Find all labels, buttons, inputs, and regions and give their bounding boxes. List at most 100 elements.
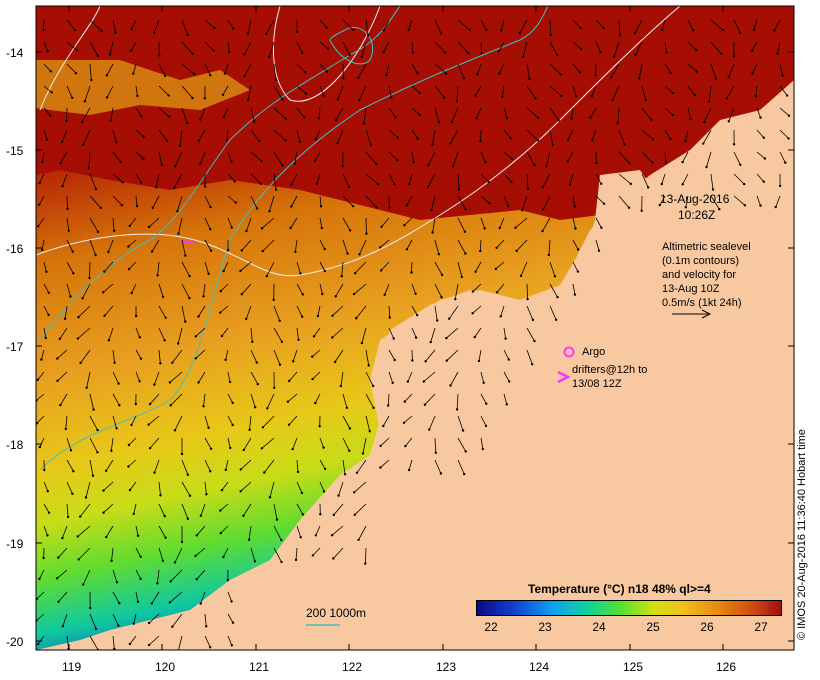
velocity-arrow — [89, 613, 97, 629]
velocity-arrow-head — [481, 447, 484, 451]
velocity-arrow — [89, 393, 94, 410]
velocity-arrow-head — [323, 269, 326, 273]
velocity-arrow-head — [566, 160, 569, 163]
velocity-arrow — [200, 107, 206, 120]
velocity-arrow — [549, 283, 558, 298]
velocity-arrow-head — [533, 339, 536, 343]
velocity-arrow-head — [220, 488, 224, 492]
velocity-arrow — [503, 327, 506, 339]
velocity-arrow — [595, 41, 601, 53]
velocity-arrow — [388, 85, 392, 98]
velocity-arrow — [549, 85, 562, 97]
velocity-arrow — [408, 173, 413, 185]
velocity-arrow-head — [362, 122, 366, 125]
velocity-arrow — [342, 195, 354, 207]
velocity-arrow-head — [314, 401, 317, 405]
velocity-arrow — [452, 151, 459, 167]
velocity-arrow — [432, 217, 436, 233]
velocity-arrow — [315, 525, 321, 536]
velocity-arrow — [687, 85, 696, 96]
velocity-arrow-head — [315, 182, 319, 185]
velocity-arrow — [262, 415, 275, 428]
velocity-arrow — [403, 415, 413, 424]
velocity-arrow — [43, 41, 49, 52]
velocity-arrow-head — [385, 74, 388, 77]
velocity-arrow-head — [36, 642, 40, 646]
velocity-arrow — [273, 173, 277, 190]
velocity-arrow-head — [242, 514, 245, 517]
velocity-arrow-head — [278, 319, 281, 322]
map-frame — [35, 5, 795, 651]
velocity-arrow — [110, 107, 114, 121]
date-label: 13-Aug-2016 — [660, 192, 730, 206]
velocity-arrow — [503, 129, 512, 139]
altimetry-note: Altimetric sealevel — [662, 241, 751, 253]
velocity-arrow — [337, 85, 344, 100]
velocity-arrow — [198, 371, 206, 383]
velocity-arrow — [591, 129, 597, 141]
velocity-arrow — [342, 217, 351, 231]
velocity-arrow-head — [265, 32, 268, 35]
velocity-arrow-head — [87, 166, 91, 170]
velocity-arrow — [313, 327, 321, 337]
velocity-arrow — [133, 613, 137, 624]
velocity-arrow-head — [507, 358, 510, 361]
velocity-arrow — [81, 107, 91, 123]
velocity-arrow-head — [130, 27, 133, 31]
velocity-arrow — [480, 437, 484, 450]
velocity-arrow-head — [225, 138, 229, 142]
velocity-arrow — [61, 129, 68, 143]
velocity-arrow-head — [393, 183, 396, 186]
velocity-arrow-head — [263, 471, 266, 474]
velocity-arrow — [129, 217, 137, 227]
velocity-arrow-head — [205, 493, 208, 496]
velocity-arrow — [751, 41, 758, 52]
velocity-arrow — [296, 327, 299, 340]
velocity-arrow-head — [202, 295, 205, 298]
velocity-arrow-head — [494, 267, 497, 271]
velocity-arrow-head — [365, 232, 368, 235]
velocity-arrow — [779, 151, 786, 163]
velocity-arrow — [388, 129, 398, 138]
velocity-arrow — [358, 85, 367, 101]
velocity-arrow — [158, 481, 161, 496]
velocity-arrow-head — [483, 227, 486, 230]
velocity-arrow-head — [234, 201, 237, 204]
velocity-arrow-head — [134, 314, 138, 318]
velocity-arrow — [169, 591, 183, 603]
velocity-arrow-head — [602, 26, 605, 30]
velocity-arrow — [779, 129, 789, 139]
velocity-arrow — [296, 107, 305, 118]
velocity-arrow — [42, 151, 45, 162]
velocity-arrow — [434, 107, 440, 123]
velocity-arrow-head — [681, 160, 684, 164]
velocity-arrow-head — [92, 408, 95, 411]
velocity-arrow — [43, 283, 50, 293]
velocity-arrow — [571, 107, 574, 119]
velocity-arrow — [312, 371, 321, 380]
velocity-arrow-head — [115, 141, 118, 144]
velocity-arrow-head — [191, 52, 194, 55]
velocity-arrow — [158, 85, 169, 96]
velocity-arrow — [130, 41, 137, 51]
velocity-arrow-head — [272, 298, 275, 301]
velocity-arrow-head — [184, 320, 187, 323]
velocity-arrow-head — [37, 225, 40, 228]
velocity-arrow — [66, 635, 69, 649]
velocity-arrow — [296, 129, 301, 142]
velocity-arrow — [178, 635, 183, 650]
velocity-arrow-head — [743, 204, 747, 207]
velocity-arrow-head — [526, 187, 530, 191]
velocity-arrow-head — [781, 74, 784, 77]
velocity-arrow — [567, 151, 574, 162]
velocity-arrow-head — [573, 293, 577, 296]
velocity-arrow-head — [105, 535, 108, 539]
velocity-arrow — [503, 173, 512, 183]
velocity-arrow-head — [136, 94, 139, 98]
velocity-arrows — [36, 19, 791, 650]
velocity-arrow-head — [580, 47, 583, 51]
velocity-arrow-head — [414, 336, 418, 339]
velocity-arrow-head — [239, 468, 242, 471]
velocity-arrow-head — [360, 341, 364, 345]
velocity-arrow-head — [360, 55, 363, 59]
